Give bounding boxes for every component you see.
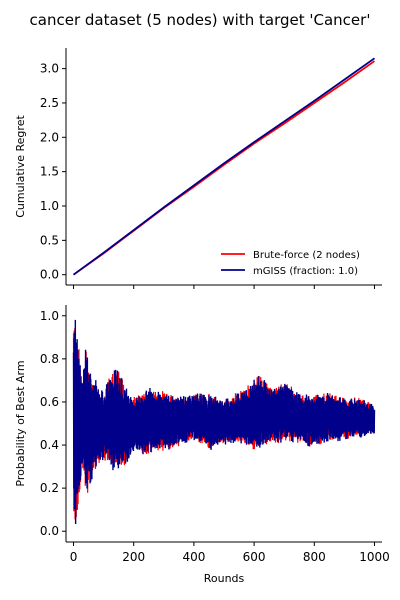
y-tick-label: 2.0	[40, 130, 59, 144]
regret-y-axis-label: Cumulative Regret	[14, 115, 27, 218]
x-tick-label: 0	[70, 550, 78, 564]
series-line-mgiss	[72, 319, 376, 525]
probability-y-ticks: 0.0 0.2 0.4 0.6 0.8 1.0	[40, 309, 66, 538]
probability-x-ticks: 0 200 400 600 800 1000	[70, 542, 390, 564]
series-line-brute-force	[73, 60, 375, 276]
y-tick-label: 0.8	[40, 352, 59, 366]
y-tick-label: 0.5	[40, 233, 59, 247]
legend-label-brute-force: Brute-force (2 nodes)	[253, 250, 360, 261]
regret-x-ticks	[73, 285, 375, 289]
y-tick-label: 0.0	[40, 268, 59, 282]
regret-y-ticks: 0.0 0.5 1.0 1.5 2.0 2.5 3.0	[40, 62, 66, 282]
y-tick-label: 2.5	[40, 96, 59, 110]
chart-title: cancer dataset (5 nodes) with target 'Ca…	[30, 11, 371, 29]
regret-series-group	[72, 57, 375, 276]
y-tick-label: 0.4	[40, 438, 59, 452]
y-tick-label: 0.2	[40, 481, 59, 495]
y-tick-label: 0.0	[40, 524, 59, 538]
y-tick-label: 1.5	[40, 165, 59, 179]
y-tick-label: 0.6	[40, 395, 59, 409]
probability-y-axis-label: Probability of Best Arm	[14, 360, 27, 486]
x-tick-label: 1000	[359, 550, 390, 564]
legend-label-mgiss: mGISS (fraction: 1.0)	[253, 266, 358, 277]
legend: Brute-force (2 nodes) mGISS (fraction: 1…	[221, 250, 360, 277]
x-tick-label: 800	[303, 550, 326, 564]
y-tick-label: 1.0	[40, 199, 59, 213]
x-tick-label: 600	[243, 550, 266, 564]
series-line-mgiss	[72, 57, 375, 276]
x-tick-label: 400	[182, 550, 205, 564]
y-tick-label: 1.0	[40, 309, 59, 323]
x-tick-label: 200	[122, 550, 145, 564]
y-tick-label: 3.0	[40, 62, 59, 76]
probability-series-group	[72, 319, 376, 525]
probability-x-axis-label: Rounds	[204, 572, 245, 585]
regret-panel: 0.00.51.01.52.02.53.0 Cumulative Regret …	[14, 48, 382, 289]
probability-panel: 0.0 0.2 0.4 0.6 0.8 1.0 0 200 400 600 800 1000 Pro…	[14, 305, 390, 585]
